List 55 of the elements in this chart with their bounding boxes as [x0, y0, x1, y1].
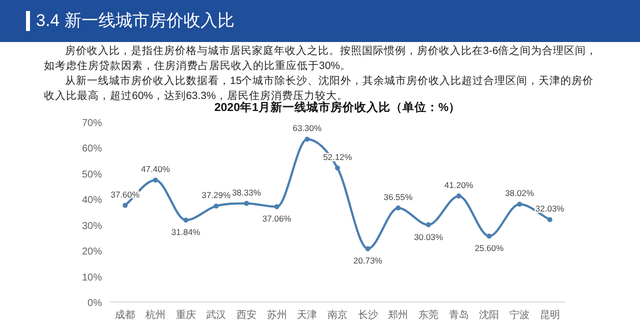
point	[365, 246, 370, 252]
point	[304, 136, 310, 142]
point	[183, 218, 188, 223]
data-label: 20.73%	[353, 256, 383, 266]
data-label: 25.60%	[474, 243, 504, 254]
point	[517, 202, 522, 207]
data-label: 36.55%	[384, 192, 414, 202]
data-label: 37.06%	[262, 214, 292, 224]
x-tick-label: 天津	[297, 309, 318, 321]
x-tick-label: 长沙	[358, 309, 378, 321]
y-tick-label: 0%	[88, 298, 102, 309]
point	[426, 222, 431, 228]
point	[153, 178, 158, 183]
y-tick-label: 30%	[82, 220, 102, 232]
data-label: 31.84%	[171, 227, 201, 238]
y-tick-label: 60%	[82, 144, 102, 155]
point	[486, 234, 492, 239]
y-tick-label: 10%	[82, 272, 102, 284]
x-tick-label: 南京	[328, 309, 348, 321]
x-tick-label: 重庆	[176, 309, 196, 321]
point	[396, 206, 401, 211]
point	[244, 200, 249, 206]
x-tick-label: 郑州	[388, 309, 408, 321]
x-tick-label: 青岛	[448, 309, 469, 321]
x-tick-label: 成都	[115, 309, 136, 321]
data-label: 47.40%	[141, 164, 170, 174]
point	[274, 204, 280, 210]
x-tick-label: 武汉	[206, 309, 226, 321]
x-tick-label: 昆明	[540, 310, 560, 321]
data-label: 38.02%	[505, 188, 534, 198]
x-tick-label: 宁波	[510, 309, 530, 321]
data-label: 41.20%	[444, 180, 474, 190]
point	[122, 202, 128, 208]
y-tick-label: 20%	[82, 246, 102, 258]
y-tick-label: 70%	[82, 118, 102, 129]
x-tick-label: 苏州	[266, 309, 287, 321]
point	[547, 217, 552, 222]
text: 从新一线城市房价收入比数据看，15个城市除长沙、沈阳外，其余城市房价收入比超过合理区间，天津的房价收入比最高，超过60%，达到63.3%，居民住房消费压力较大。	[44, 74, 595, 102]
y-tick-label: 40%	[82, 195, 102, 206]
data-label: 32.03%	[535, 204, 565, 214]
data-label: 38.33%	[232, 187, 262, 198]
data-label: 30.03%	[414, 232, 444, 242]
x-tick-label: 杭州	[144, 309, 166, 321]
point	[456, 194, 462, 199]
data-label: 63.30%	[292, 123, 322, 134]
x-tick-label: 东莞	[418, 309, 438, 321]
point	[335, 165, 340, 170]
x-tick-label: 西安	[236, 309, 256, 321]
point	[214, 204, 219, 209]
text: 房价收入比，是指住房价格与城市居民家庭年收入之比。按照国际惯例，房价收入比在3-6倍之间为合理区间，如考虑住房贷款因素，住房消费占居民收入的比重应低于30%。	[44, 44, 598, 74]
text: 3.4 新一线城市房价收入比	[36, 11, 234, 30]
chart-title: 2020年1月新一线城市房价收入比（单位：%）	[214, 100, 461, 114]
data-label: 37.29%	[202, 190, 232, 200]
y-tick-label: 50%	[82, 169, 102, 180]
x-tick-label: 沈阳	[479, 309, 500, 321]
